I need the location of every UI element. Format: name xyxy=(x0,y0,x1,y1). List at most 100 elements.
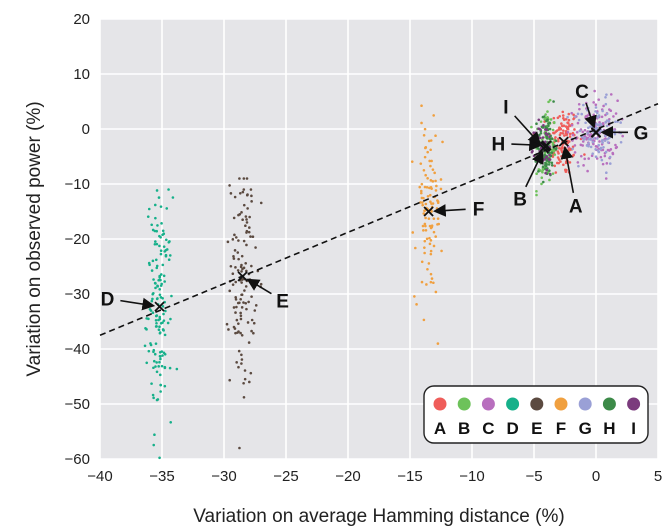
data-point-E xyxy=(234,296,237,299)
annotation-arrow-I xyxy=(514,115,541,145)
data-point-B xyxy=(539,120,543,123)
data-point-B xyxy=(549,118,553,121)
x-tick-label: −5 xyxy=(525,468,542,485)
data-point-D xyxy=(158,315,162,319)
data-point-F xyxy=(423,246,426,249)
data-point-E xyxy=(236,269,240,272)
y-tick-label: 0 xyxy=(82,121,90,138)
data-point-B xyxy=(548,98,552,102)
data-point-H xyxy=(544,125,547,128)
data-point-H xyxy=(552,100,555,103)
data-point-E xyxy=(242,203,246,207)
data-point-E xyxy=(225,322,229,326)
x-tick-label: −15 xyxy=(397,468,422,485)
data-point-F xyxy=(419,191,423,195)
data-point-D xyxy=(163,250,167,253)
data-point-D xyxy=(159,296,163,299)
data-point-E xyxy=(246,207,249,210)
data-point-D xyxy=(157,328,161,331)
data-point-I xyxy=(548,153,551,157)
data-point-E xyxy=(237,365,240,369)
data-point-H xyxy=(555,146,558,150)
data-point-B xyxy=(540,176,544,179)
data-point-E xyxy=(248,226,251,229)
data-point-F xyxy=(422,168,426,172)
data-point-E xyxy=(242,239,246,243)
data-point-F xyxy=(441,140,444,144)
data-point-F xyxy=(420,182,424,186)
annotation-arrow-B xyxy=(525,150,544,188)
data-point-A xyxy=(558,126,562,130)
data-point-E xyxy=(235,318,239,322)
data-point-A xyxy=(556,116,560,120)
data-point-C xyxy=(570,123,574,127)
data-point-D xyxy=(164,238,168,242)
data-point-E xyxy=(234,311,237,314)
data-point-D xyxy=(156,285,159,288)
data-point-G xyxy=(605,171,608,175)
data-point-H xyxy=(550,163,554,167)
data-point-H xyxy=(547,124,550,128)
data-point-F xyxy=(425,237,429,241)
data-point-C xyxy=(583,157,587,161)
data-point-D xyxy=(156,224,159,227)
data-point-G xyxy=(573,115,577,118)
data-point-I xyxy=(542,124,545,127)
annotation-label-E: E xyxy=(276,291,289,312)
data-point-H xyxy=(550,137,554,141)
grid xyxy=(99,18,659,460)
data-point-D xyxy=(150,223,153,227)
data-point-H xyxy=(554,139,558,143)
data-point-F xyxy=(428,193,432,197)
data-point-F xyxy=(424,202,428,206)
data-point-F xyxy=(426,267,429,271)
annotation-arrow-H xyxy=(511,138,543,152)
data-point-E xyxy=(239,311,242,315)
data-point-A xyxy=(583,153,586,156)
data-point-C xyxy=(570,111,574,115)
data-point-D xyxy=(158,331,162,334)
data-point-D xyxy=(155,189,159,192)
data-point-C xyxy=(599,155,603,159)
y-axis-label: Variation on observed power (%) xyxy=(24,101,45,376)
data-point-D xyxy=(175,367,179,371)
data-point-G xyxy=(594,147,597,151)
data-point-E xyxy=(233,233,236,237)
data-point-D xyxy=(158,288,162,291)
data-point-E xyxy=(249,371,253,375)
data-point-I xyxy=(533,131,537,135)
data-point-G xyxy=(605,93,608,96)
data-point-F xyxy=(426,150,429,154)
data-point-H xyxy=(548,169,551,173)
data-point-E xyxy=(232,257,236,260)
data-point-B xyxy=(535,172,538,176)
data-point-F xyxy=(428,159,431,163)
data-point-E xyxy=(250,194,253,198)
data-point-E xyxy=(250,264,253,268)
data-point-E xyxy=(234,331,237,335)
legend-swatch-D xyxy=(506,397,520,411)
data-point-E xyxy=(242,381,245,385)
data-point-F xyxy=(425,283,428,286)
data-point-C xyxy=(601,121,605,125)
data-point-G xyxy=(605,128,609,132)
data-point-A xyxy=(562,129,565,132)
data-point-C xyxy=(614,112,618,115)
data-point-C xyxy=(579,143,583,147)
data-point-G xyxy=(608,162,612,165)
data-point-D xyxy=(159,357,162,361)
data-point-C xyxy=(590,154,594,158)
data-point-F xyxy=(421,224,425,228)
data-point-F xyxy=(434,134,437,138)
data-point-C xyxy=(585,138,588,141)
data-point-F xyxy=(429,239,433,242)
data-point-G xyxy=(619,140,623,144)
data-point-H xyxy=(539,161,543,165)
data-point-F xyxy=(432,281,435,285)
data-point-D xyxy=(162,329,165,332)
mean-marker-E xyxy=(237,271,248,282)
y-tick-label: −40 xyxy=(65,341,90,358)
mean-marker-A xyxy=(558,136,569,147)
data-point-D xyxy=(161,354,164,357)
data-point-C xyxy=(576,121,580,125)
